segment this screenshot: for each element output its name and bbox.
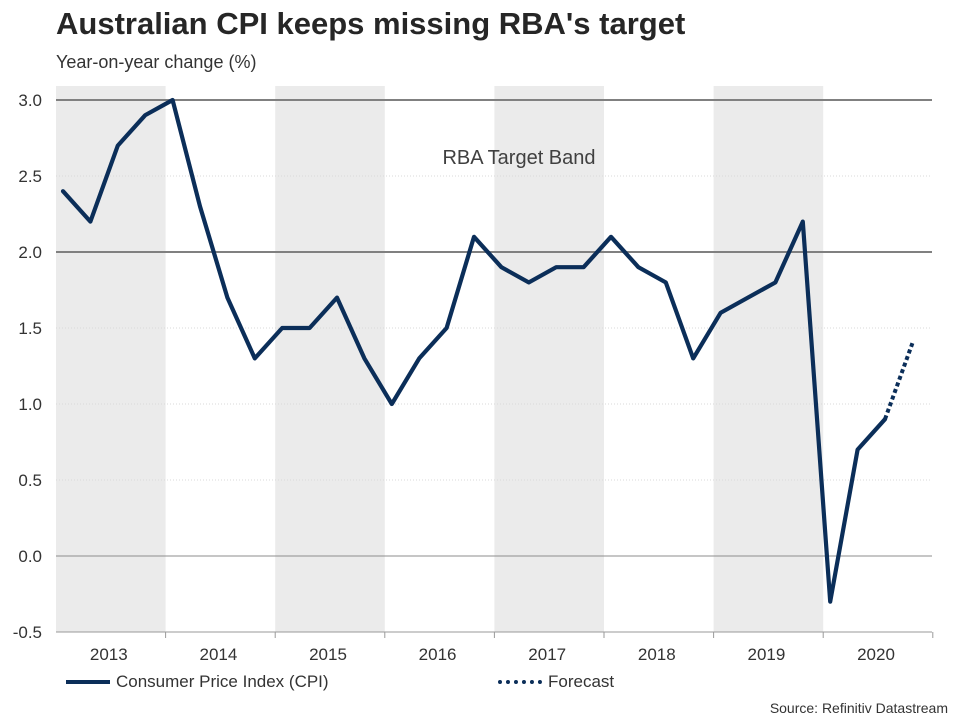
- y-tick-label: 2.0: [18, 243, 42, 262]
- legend-swatch-forecast: [498, 680, 542, 684]
- legend-label-cpi: Consumer Price Index (CPI): [116, 672, 329, 691]
- series-lines: [60, 97, 915, 604]
- cpi-line-chart: 3.02.52.01.51.00.50.0-0.5 2013 2014 2015 20…: [13, 86, 934, 664]
- legend-item-forecast: Forecast: [498, 672, 614, 692]
- x-tick-label-2014: 2014: [199, 645, 237, 664]
- shade-2013: [56, 86, 166, 632]
- legend-item-cpi: Consumer Price Index (CPI): [66, 672, 329, 692]
- x-tick-label-2019: 2019: [747, 645, 785, 664]
- source-note: Source: Refinitiv Datastream: [769, 700, 948, 716]
- x-axis: 2013 2014 2015 2016 2017 2018 2019 2020: [56, 631, 934, 664]
- legend: Consumer Price Index (CPI) Forecast: [66, 672, 766, 696]
- x-tick-label-2020: 2020: [857, 645, 895, 664]
- chart-title: Australian CPI keeps missing RBA's targe…: [56, 6, 686, 41]
- y-tick-label: 2.5: [18, 167, 42, 186]
- chart-subtitle: Year-on-year change (%): [56, 52, 257, 72]
- y-tick-label: 0.5: [18, 471, 42, 490]
- legend-label-forecast: Forecast: [548, 672, 615, 691]
- x-tick-label-2017: 2017: [528, 645, 566, 664]
- y-tick-label: 3.0: [18, 91, 42, 110]
- target-band-label: RBA Target Band: [442, 147, 595, 169]
- target-band-lines: [56, 99, 932, 253]
- x-tick-label-2018: 2018: [638, 645, 676, 664]
- shade-2015: [275, 86, 385, 632]
- shade-2019: [713, 86, 824, 632]
- x-tick-label-2016: 2016: [419, 645, 457, 664]
- y-tick-label: -0.5: [13, 623, 42, 642]
- shade-2017: [494, 86, 604, 632]
- legend-swatch-cpi: [66, 680, 110, 684]
- y-tick-label: 1.5: [18, 319, 42, 338]
- y-axis: 3.0 2.5 2.0 1.5 1.0 0.5 0.0 -0.5: [13, 91, 42, 642]
- y-tick-label: 1.0: [18, 395, 42, 414]
- x-tick-label-2013: 2013: [90, 645, 128, 664]
- year-shading: [56, 86, 824, 632]
- x-tick-label-2015: 2015: [309, 645, 347, 664]
- y-tick-label: 0.0: [18, 547, 42, 566]
- series-line-cpi: [60, 97, 888, 604]
- series-line-forecast: [883, 342, 915, 420]
